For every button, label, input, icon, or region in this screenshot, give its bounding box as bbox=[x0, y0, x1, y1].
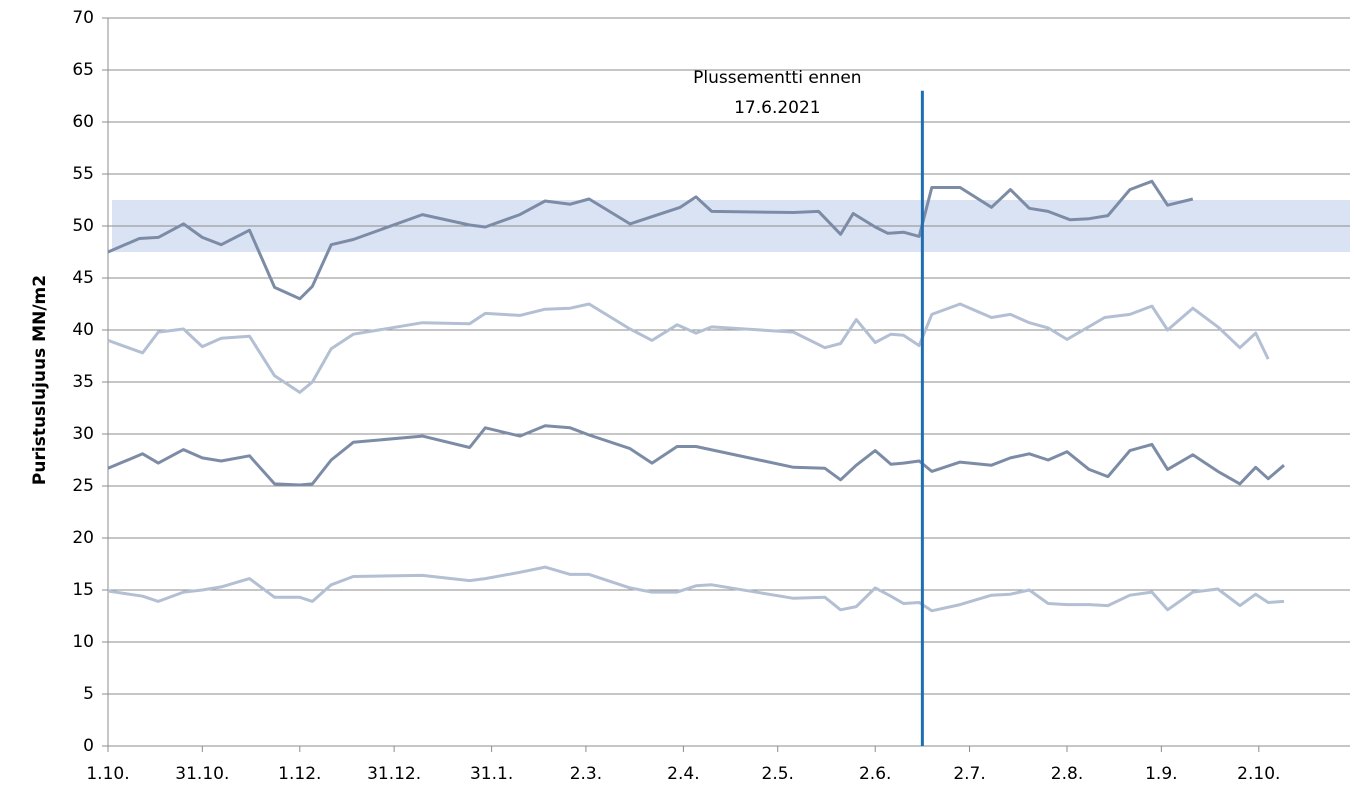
x-tick-label: 2.8. bbox=[1051, 764, 1083, 784]
y-tick-label: 70 bbox=[72, 8, 94, 28]
y-tick-label: 5 bbox=[83, 684, 94, 704]
y-tick-label: 40 bbox=[72, 320, 94, 340]
y-tick-label: 15 bbox=[72, 580, 94, 600]
x-tick-label: 2.6. bbox=[859, 764, 891, 784]
x-tick-label: 2.4. bbox=[667, 764, 699, 784]
y-tick-label: 35 bbox=[72, 372, 94, 392]
x-tick-label: 1.10. bbox=[86, 764, 129, 784]
x-tick-label: 31.1. bbox=[470, 764, 513, 784]
x-tick-label: 31.10. bbox=[175, 764, 229, 784]
x-tick-label: 31.12. bbox=[367, 764, 421, 784]
y-tick-label: 45 bbox=[72, 268, 94, 288]
x-tick-label: 2.10. bbox=[1237, 764, 1280, 784]
x-tick-label: 2.7. bbox=[953, 764, 985, 784]
y-tick-label: 30 bbox=[72, 424, 94, 444]
x-tick-label: 1.12. bbox=[278, 764, 321, 784]
y-tick-label: 0 bbox=[83, 736, 94, 756]
y-tick-label: 50 bbox=[72, 216, 94, 236]
y-axis-label: Puristuslujuus MN/m2 bbox=[30, 275, 50, 485]
y-tick-label: 25 bbox=[72, 476, 94, 496]
data-line bbox=[107, 565, 1285, 613]
y-tick-label: 55 bbox=[72, 164, 94, 184]
x-tick-label: 2.5. bbox=[762, 764, 794, 784]
y-tick-label: 60 bbox=[72, 112, 94, 132]
data-line bbox=[107, 302, 1270, 394]
x-tick-label: 2.3. bbox=[570, 764, 602, 784]
annotation: 17.6.2021 bbox=[734, 98, 821, 118]
data-line bbox=[107, 424, 1285, 487]
x-tick-label: 1.9. bbox=[1145, 764, 1177, 784]
y-tick-label: 10 bbox=[72, 632, 94, 652]
y-tick-label: 20 bbox=[72, 528, 94, 548]
data-line bbox=[107, 179, 1194, 301]
annotation: Plussementti ennen bbox=[693, 68, 861, 88]
y-tick-label: 65 bbox=[72, 60, 94, 80]
